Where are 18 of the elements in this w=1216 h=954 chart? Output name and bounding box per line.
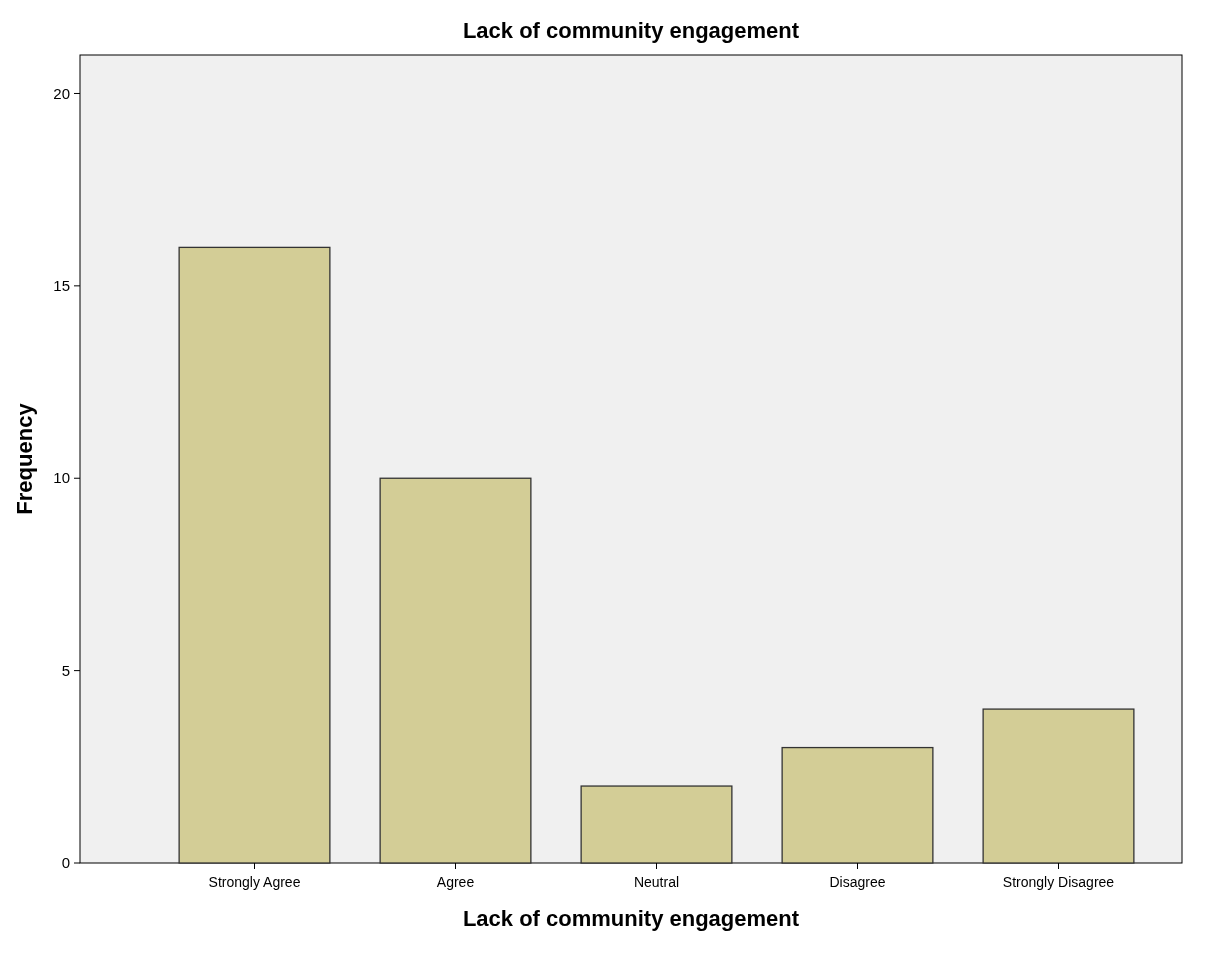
x-tick-label: Disagree [829,874,886,890]
x-axis-title: Lack of community engagement [462,906,800,931]
y-tick-label: 20 [53,84,70,102]
y-tick-label: 0 [61,854,70,872]
y-axis-title: Frequency [12,402,37,515]
chart-title: Lack of community engagement [462,18,800,43]
bar [178,246,331,864]
x-tick-label: Strongly Disagree [1002,874,1115,890]
bar [379,477,532,864]
y-tick-label: 10 [53,469,70,487]
bar [580,785,733,864]
x-tick-label: Agree [436,874,475,890]
x-tick-label: Neutral [633,874,680,890]
y-tick-label: 15 [53,277,70,295]
y-tick-label: 5 [61,661,70,679]
bar [982,708,1135,864]
bar [781,746,934,864]
x-tick-label: Strongly Agree [208,874,301,890]
